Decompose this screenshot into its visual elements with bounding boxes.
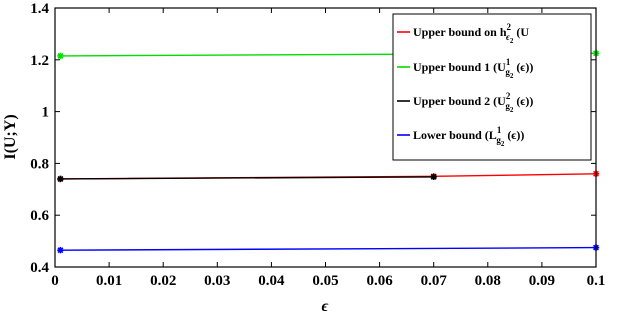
y-tick-label: 0.6 bbox=[30, 208, 49, 224]
legend-item-upper_2: Upper bound 2 (U2 g2 (ϵ)) bbox=[397, 91, 533, 114]
x-tick-label: 0.07 bbox=[421, 273, 448, 289]
legend-item-upper_1: Upper bound 1 (U1 g2 (ϵ)) bbox=[397, 57, 533, 80]
legend-item-upper_h: Upper bound on h2 ϵ2 (U bbox=[397, 22, 529, 45]
legend-label-lower: Lower bound (L1 g2 (ϵ)) bbox=[413, 125, 524, 148]
x-tick-label: 0.06 bbox=[366, 273, 393, 289]
data-point-upper_2-0 bbox=[57, 175, 64, 183]
x-tick-label: 0.03 bbox=[204, 273, 230, 289]
legend-item-lower: Lower bound (L1 g2 (ϵ)) bbox=[397, 125, 524, 148]
x-tick-label: 0.04 bbox=[258, 273, 285, 289]
data-point-upper_1-0 bbox=[57, 52, 64, 60]
y-tick-label: 0.4 bbox=[30, 260, 49, 276]
x-tick-label: 0.05 bbox=[312, 273, 338, 289]
data-point-upper_2-1 bbox=[430, 173, 437, 181]
legend-label-upper_2: Upper bound 2 (U2 g2 (ϵ)) bbox=[413, 91, 533, 114]
series-upper_2 bbox=[57, 173, 437, 183]
series-line-upper_2 bbox=[60, 176, 434, 180]
legend-label-upper_1: Upper bound 1 (U1 g2 (ϵ)) bbox=[413, 57, 533, 80]
legend-box bbox=[392, 13, 592, 161]
x-tick-label: 0.1 bbox=[587, 273, 606, 289]
y-tick-label: 0.8 bbox=[30, 156, 49, 172]
x-tick-label: 0.09 bbox=[529, 273, 555, 289]
y-tick-label: 1.2 bbox=[30, 53, 49, 69]
x-tick-label: 0 bbox=[51, 273, 59, 289]
x-axis-label: ϵ bbox=[322, 298, 329, 315]
axis-layer: 0 0.01 0.02 0.03 0.04 0.05 0.06 0.07 0.08 0.09 0.1… bbox=[30, 1, 605, 289]
series-line-lower bbox=[60, 246, 597, 251]
legend: Upper bound on h2 ϵ2 (U Upper bound 1 (U1 g… bbox=[392, 13, 592, 161]
x-tick-label: 0.08 bbox=[475, 273, 501, 289]
y-axis-label: I(U;Y) bbox=[2, 114, 19, 159]
x-tick-label: 0.01 bbox=[96, 273, 122, 289]
data-point-lower-0 bbox=[57, 246, 64, 254]
y-tick-label: 1.4 bbox=[30, 1, 49, 17]
y-tick-label: 1 bbox=[42, 105, 50, 121]
legend-label-upper_h: Upper bound on h2 ϵ2 (U bbox=[413, 22, 529, 45]
x-tick-label: 0.02 bbox=[150, 273, 176, 289]
